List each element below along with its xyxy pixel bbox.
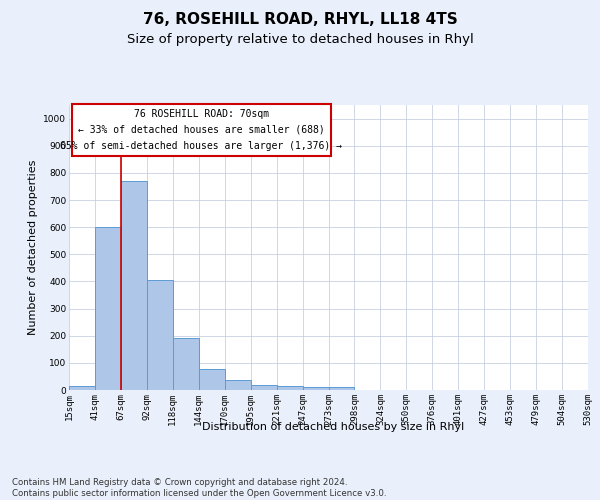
Bar: [251, 385, 277, 390]
Text: Distribution of detached houses by size in Rhyl: Distribution of detached houses by size …: [202, 422, 464, 432]
Bar: [121, 181, 147, 390]
Bar: [173, 338, 199, 390]
Bar: [302, 386, 329, 390]
Bar: [199, 369, 224, 390]
Bar: [329, 386, 355, 390]
Text: Size of property relative to detached houses in Rhyl: Size of property relative to detached ho…: [127, 32, 473, 46]
Bar: [95, 227, 121, 390]
Bar: [147, 280, 173, 390]
Bar: [225, 380, 251, 390]
Bar: [69, 386, 95, 390]
Text: 76, ROSEHILL ROAD, RHYL, LL18 4TS: 76, ROSEHILL ROAD, RHYL, LL18 4TS: [143, 12, 457, 28]
Text: Contains HM Land Registry data © Crown copyright and database right 2024.
Contai: Contains HM Land Registry data © Crown c…: [12, 478, 386, 498]
Y-axis label: Number of detached properties: Number of detached properties: [28, 160, 38, 335]
Bar: [277, 386, 302, 390]
FancyBboxPatch shape: [71, 104, 331, 156]
Text: 76 ROSEHILL ROAD: 70sqm
← 33% of detached houses are smaller (688)
65% of semi-d: 76 ROSEHILL ROAD: 70sqm ← 33% of detache…: [61, 110, 343, 150]
